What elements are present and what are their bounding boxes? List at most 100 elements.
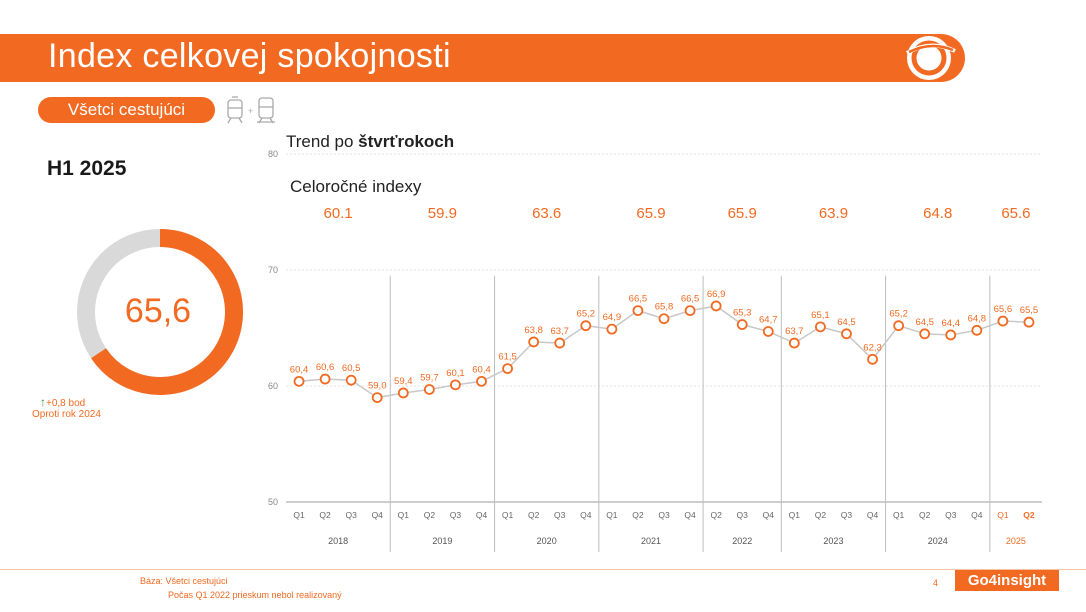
header-bar: Index celkovej spokojnosti bbox=[0, 34, 965, 82]
brand-logo: Go4insight bbox=[955, 570, 1059, 591]
quarter-label: Q2 bbox=[632, 510, 644, 520]
data-point bbox=[528, 336, 540, 348]
page-number: 4 bbox=[933, 578, 939, 588]
quarter-label: Q2 bbox=[528, 510, 540, 520]
satisfaction-donut: 65,6 bbox=[77, 229, 243, 395]
data-label: 66,5 bbox=[629, 294, 648, 305]
delta-indicator: ↑+0,8 bod bbox=[40, 395, 85, 409]
quarter-label: Q4 bbox=[372, 510, 384, 520]
data-label: 63,8 bbox=[524, 325, 543, 336]
year-label: 2022 bbox=[732, 536, 752, 546]
data-label: 63,7 bbox=[785, 326, 804, 337]
data-label: 66,5 bbox=[681, 294, 700, 305]
data-point bbox=[841, 328, 852, 340]
year-label: 2020 bbox=[537, 536, 557, 546]
data-label: 65,5 bbox=[1020, 305, 1039, 316]
chart-subtitle: Celoročné indexy bbox=[290, 177, 422, 196]
y-tick-label: 50 bbox=[268, 497, 278, 507]
chart-title: Trend po štvrťrokoch bbox=[286, 132, 454, 151]
data-label: 65,2 bbox=[577, 309, 596, 320]
data-label: 65,2 bbox=[889, 309, 908, 320]
data-label: 63,7 bbox=[550, 326, 569, 337]
year-label: 2021 bbox=[641, 536, 661, 546]
data-label: 65,6 bbox=[994, 304, 1013, 315]
quarter-label: Q2 bbox=[815, 510, 827, 520]
quarter-label: Q3 bbox=[841, 510, 853, 520]
quarter-label: Q1 bbox=[997, 510, 1009, 520]
data-point bbox=[554, 337, 566, 349]
quarter-label: Q1 bbox=[893, 510, 905, 520]
quarter-label: Q3 bbox=[346, 510, 358, 520]
annual-index-label: 65.6 bbox=[1001, 205, 1030, 222]
data-label: 64,8 bbox=[968, 313, 987, 324]
data-label: 64,9 bbox=[603, 312, 622, 323]
data-label: 62,3 bbox=[863, 342, 882, 353]
annual-index-label: 64.8 bbox=[923, 205, 952, 222]
data-point bbox=[319, 373, 331, 385]
annual-index-label: 63.6 bbox=[532, 205, 561, 222]
data-label: 59,7 bbox=[420, 372, 439, 383]
year-label: 2025 bbox=[1006, 536, 1026, 546]
quarter-label: Q1 bbox=[789, 510, 801, 520]
data-label: 65,8 bbox=[655, 302, 674, 313]
year-label: 2023 bbox=[823, 536, 843, 546]
quarter-label: Q1 bbox=[293, 510, 305, 520]
data-point bbox=[736, 319, 748, 330]
arrow-up-icon: ↑ bbox=[40, 395, 46, 409]
data-point bbox=[893, 320, 905, 332]
data-point bbox=[371, 392, 383, 404]
quarter-label: Q4 bbox=[763, 510, 775, 520]
data-label: 64,4 bbox=[942, 318, 961, 329]
delta-comparison: Oproti rok 2024 bbox=[32, 409, 101, 420]
data-label: 59,4 bbox=[394, 376, 413, 387]
quarter-label: Q3 bbox=[945, 510, 957, 520]
quarter-label: Q4 bbox=[476, 510, 488, 520]
year-label: 2018 bbox=[328, 536, 348, 546]
data-point bbox=[867, 353, 878, 365]
period-label: H1 2025 bbox=[47, 157, 127, 180]
data-point bbox=[658, 313, 670, 325]
data-point bbox=[684, 305, 696, 317]
data-label: 66,9 bbox=[707, 289, 726, 300]
data-point bbox=[476, 375, 487, 387]
data-label: 60,6 bbox=[316, 362, 335, 373]
data-point bbox=[606, 323, 618, 335]
segment-pill[interactable]: Všetci cestujúci bbox=[38, 97, 215, 123]
delta-value: +0,8 bod bbox=[46, 398, 86, 409]
page-title: Index celkovej spokojnosti bbox=[48, 37, 451, 75]
quarter-label: Q2 bbox=[919, 510, 931, 520]
data-point bbox=[710, 300, 722, 312]
transport-icons: + bbox=[227, 96, 275, 124]
data-point bbox=[971, 324, 983, 336]
data-point bbox=[945, 329, 957, 341]
y-tick-label: 70 bbox=[268, 265, 278, 275]
quarterly-trend-chart: Trend po štvrťrokoch Celoročné indexy 50… bbox=[268, 132, 1042, 552]
annual-index-label: 65.9 bbox=[728, 205, 757, 222]
year-label: 2019 bbox=[432, 536, 452, 546]
data-label: 60,1 bbox=[446, 368, 465, 379]
data-point bbox=[815, 321, 826, 333]
data-label: 64,7 bbox=[759, 314, 778, 325]
donut-value: 65,6 bbox=[125, 292, 191, 330]
data-point bbox=[580, 320, 592, 332]
quarter-label: Q4 bbox=[867, 510, 879, 520]
annual-index-label: 65.9 bbox=[636, 205, 665, 222]
year-label: 2024 bbox=[928, 536, 948, 546]
quarter-label: Q2 bbox=[1023, 510, 1035, 520]
quarter-label: Q4 bbox=[580, 510, 592, 520]
data-point bbox=[502, 363, 513, 375]
svg-text:+: + bbox=[248, 106, 253, 116]
annual-index-label: 59.9 bbox=[428, 205, 457, 222]
data-point bbox=[762, 326, 774, 337]
train-icon bbox=[257, 97, 275, 124]
quarter-label: Q3 bbox=[450, 510, 462, 520]
data-point bbox=[293, 375, 305, 387]
annual-index-label: 63.9 bbox=[819, 205, 848, 222]
data-label: 61,5 bbox=[498, 352, 516, 363]
footer-base: Báza: Všetci cestujúci bbox=[140, 576, 228, 586]
footer-divider bbox=[0, 569, 1086, 570]
data-label: 60,4 bbox=[290, 364, 309, 375]
data-label: 60,4 bbox=[472, 364, 491, 375]
footer-note: Počas Q1 2022 prieskum nebol realizovaný bbox=[168, 590, 342, 600]
logo-icon bbox=[905, 36, 956, 80]
